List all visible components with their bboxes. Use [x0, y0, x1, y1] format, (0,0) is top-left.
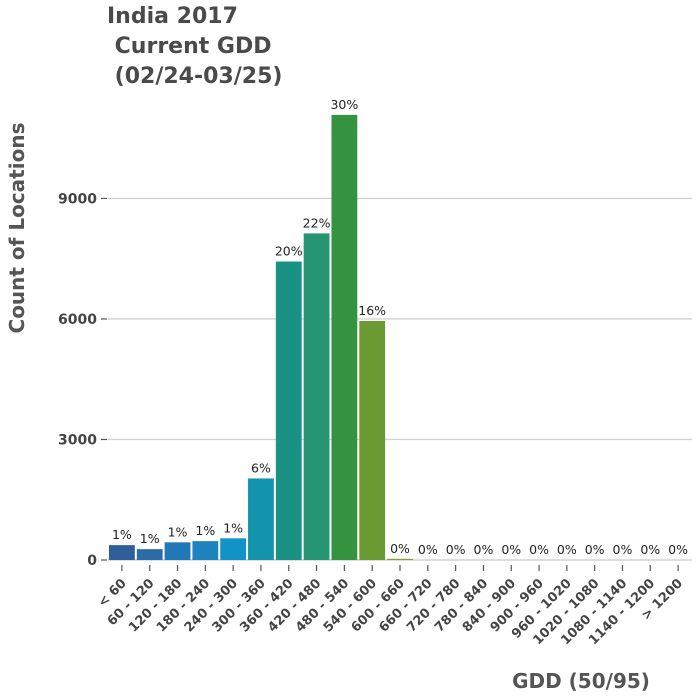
y-tick-label: 6000: [58, 312, 97, 328]
chart-title-line-3: (02/24-03/25): [107, 64, 283, 89]
data-label: 1%: [112, 527, 132, 542]
bars: [109, 114, 413, 560]
y-tick-label: 3000: [58, 432, 97, 448]
bar: [359, 320, 386, 560]
chart-title-line-2: Current GDD: [107, 34, 272, 59]
grid-lines: [108, 197, 692, 561]
data-label: 0%: [446, 542, 466, 557]
y-tick-label: 9000: [58, 191, 97, 207]
data-label: 0%: [501, 542, 521, 557]
x-axis-title: GDD (50/95): [512, 669, 650, 693]
bar: [220, 538, 247, 560]
data-label: 0%: [640, 542, 660, 557]
data-label: 0%: [474, 542, 494, 557]
data-label: 0%: [585, 542, 605, 557]
bar: [275, 261, 302, 560]
data-label: 1%: [168, 524, 188, 539]
data-label: 0%: [418, 542, 438, 557]
data-label: 0%: [390, 541, 410, 556]
y-axis-title: Count of Locations: [5, 123, 29, 334]
data-label: 22%: [303, 215, 331, 230]
data-label: 0%: [668, 542, 688, 557]
bar: [136, 549, 163, 560]
bar: [248, 478, 274, 560]
bar: [109, 545, 135, 560]
data-labels: 1% 1% 1% 1% 1% 6% 20%22% 30% 16% 0% 0% 0% 0% 0% 0% 0% 0%…: [112, 97, 688, 557]
data-label: 0%: [613, 542, 633, 557]
data-label: 20%: [275, 244, 303, 259]
data-label: 30%: [330, 97, 358, 112]
chart-title-line-1: India 2017: [107, 4, 238, 29]
data-label: 0%: [557, 542, 577, 557]
bar: [387, 558, 413, 560]
data-label: 0%: [529, 542, 549, 557]
bar: [303, 233, 330, 560]
bar: [331, 114, 358, 560]
data-label: 6%: [251, 460, 271, 475]
y-tick-label: 0: [87, 553, 97, 569]
data-label: 1%: [223, 520, 243, 535]
data-label: 1%: [195, 523, 215, 538]
bar: [164, 542, 191, 560]
data-label: 1%: [140, 531, 160, 546]
bar: [192, 541, 219, 560]
data-label: 16%: [358, 303, 386, 318]
